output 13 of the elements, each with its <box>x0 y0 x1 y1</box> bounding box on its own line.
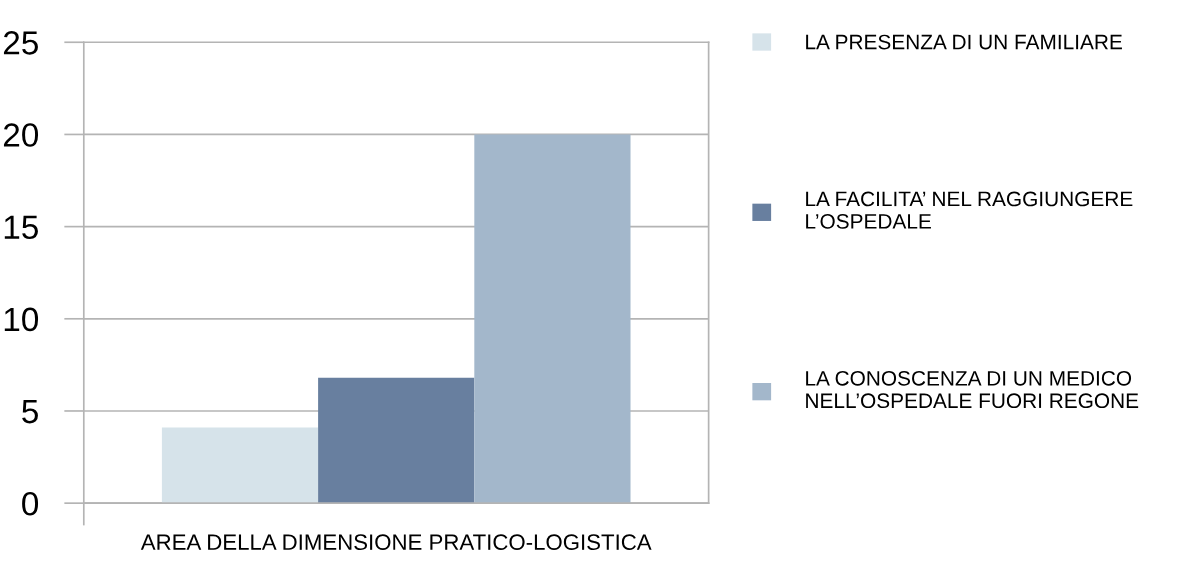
y-tick-label: 25 <box>3 31 38 55</box>
y-tick-label: 20 <box>3 123 39 147</box>
bar <box>474 134 631 504</box>
bar <box>318 377 475 504</box>
y-tick-label: 5 <box>22 400 38 424</box>
legend-label: LA CONOSCENZA DI UN MEDICO NELL’OSPEDALE FUORI REGONE <box>806 370 1139 409</box>
x-tick-label: AREA DELLA DIMENSIONE PRATICO-LOGISTICA <box>140 534 652 551</box>
y-tick-label: 15 <box>4 215 38 240</box>
legend-label: LA FACILITA’ NEL RAGGIUNGERE L’OSPEDALE <box>806 191 1133 229</box>
bar <box>161 427 319 504</box>
y-tick-label: 10 <box>4 307 39 332</box>
legend-label: LA PRESENZA DI UN FAMILIARE <box>806 34 1122 50</box>
y-tick-label: 0 <box>22 491 39 516</box>
